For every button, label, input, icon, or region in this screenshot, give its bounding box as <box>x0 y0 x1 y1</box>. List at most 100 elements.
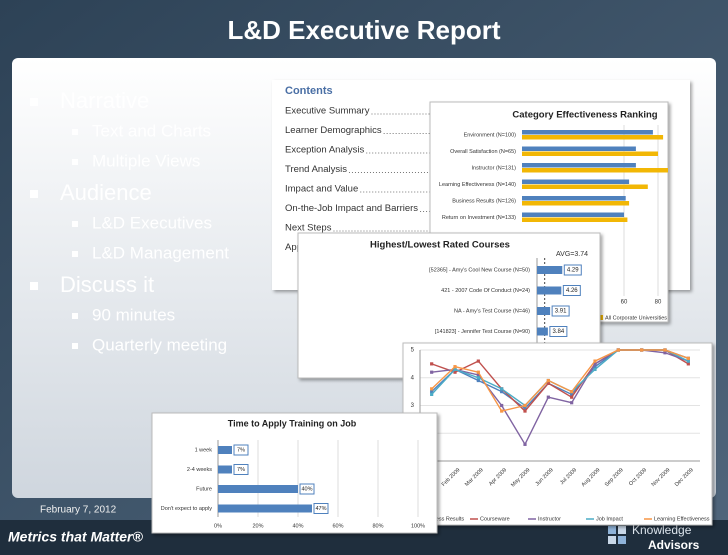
contents-item: On-the-Job Impact and Barriers <box>285 203 418 214</box>
contents-item: Trend Analysis <box>285 164 347 175</box>
point <box>593 362 597 366</box>
category-label: Don't expect to apply <box>161 506 212 512</box>
bar <box>522 168 668 173</box>
category-label: Overall Satisfaction (N=65) <box>450 149 516 155</box>
value-box <box>299 483 315 495</box>
chart-body: Time to Apply Training on Job 0% 20% 40% 60%… <box>161 418 425 529</box>
bar <box>522 179 630 184</box>
chart-title: Highest/Lowest Rated Courses <box>370 240 510 251</box>
point <box>500 403 504 408</box>
sub-bullet: Multiple Views <box>92 151 200 170</box>
x-tick-label: 40% <box>292 523 303 529</box>
category-label: Learning Effectiveness (N=140) <box>439 182 516 188</box>
bullet: Narrative <box>60 88 149 113</box>
sub-bullet-marker <box>72 159 78 165</box>
bar <box>522 201 630 206</box>
slide-title: L&D Executive Report <box>227 15 500 45</box>
sub-bullet: Quarterly meeting <box>92 335 227 354</box>
y-tick-label: 3 <box>411 403 415 409</box>
category-label: Return on Investment (N=133) <box>442 215 516 221</box>
category-label: 421 - 2007 Code Of Conduct (N=24) <box>441 288 530 294</box>
value-box <box>563 264 582 276</box>
value-label: 7% <box>237 467 245 473</box>
bar <box>522 135 664 140</box>
point <box>570 401 574 405</box>
point <box>593 367 597 372</box>
bar <box>522 217 628 222</box>
category-label: 2-4 weeks <box>187 467 212 473</box>
sub-bullet-marker <box>72 221 78 227</box>
x-tick-label: 80% <box>372 523 383 529</box>
sub-bullet-marker <box>72 251 78 257</box>
bar <box>522 130 653 135</box>
chart-background <box>151 412 438 534</box>
chart-frame: Time to Apply Training on Job 0% 20% 40% 60%… <box>151 412 438 534</box>
contents-item: App <box>285 242 302 253</box>
category-label: Instructor (N=131) <box>472 165 517 171</box>
point <box>663 348 667 352</box>
point <box>476 378 480 383</box>
bar <box>537 307 551 315</box>
point <box>686 362 690 366</box>
point <box>570 392 574 396</box>
legend-label: Learning Effectiveness <box>654 516 710 522</box>
logo-block <box>608 536 616 544</box>
contents-item: Impact and Value <box>285 184 358 195</box>
logo-block <box>608 526 616 534</box>
point <box>500 390 504 394</box>
bar <box>522 146 636 151</box>
legend-label: Business Results <box>422 516 464 522</box>
logo-block <box>618 536 626 544</box>
point <box>430 390 434 394</box>
point <box>476 373 480 377</box>
bar <box>218 504 312 513</box>
legend-label: Instructor <box>538 516 561 522</box>
bar <box>522 212 624 217</box>
bar <box>522 184 648 189</box>
bar <box>537 266 563 274</box>
point <box>593 359 597 363</box>
slide-date: February 7, 2012 <box>40 505 117 516</box>
point <box>523 442 527 446</box>
sub-bullet: L&D Executives <box>92 213 212 232</box>
value-box <box>562 285 581 296</box>
value-label: 3.91 <box>555 309 567 315</box>
category-label: [52365] - Amy's Cool New Course (N=50) <box>429 267 530 273</box>
x-tick-label: 60 <box>621 300 628 306</box>
point <box>453 367 457 372</box>
value-label: 47% <box>315 506 326 512</box>
x-tick-label: 100% <box>411 523 425 529</box>
point <box>593 365 597 369</box>
point <box>663 351 667 355</box>
chart-title: Time to Apply Training on Job <box>228 418 357 428</box>
point <box>640 348 644 352</box>
value-box <box>313 503 329 514</box>
sub-bullet-marker <box>72 343 78 349</box>
sub-bullet: Text and Charts <box>92 121 211 140</box>
x-tick-label: 0% <box>214 523 222 529</box>
logo-block <box>618 526 626 534</box>
point <box>546 395 550 399</box>
point <box>616 348 620 352</box>
footer-company: Knowledge <box>632 523 692 537</box>
chart-title: Category Effectiveness Ranking <box>512 110 657 121</box>
value-label: 4.29 <box>567 268 579 274</box>
footer-brand: Metrics that Matter® <box>8 529 143 545</box>
contents-item: Learner Demographics <box>285 125 382 136</box>
point <box>430 392 434 396</box>
logo <box>608 526 626 544</box>
sub-bullet-marker <box>72 129 78 135</box>
contents-item: Next Steps <box>285 223 332 234</box>
value-label: 4.26 <box>566 288 578 294</box>
value-box <box>549 326 568 337</box>
footer-company: Advisors <box>648 538 700 552</box>
bullet: Discuss it <box>60 272 154 297</box>
y-tick-label: 5 <box>411 348 415 354</box>
sub-bullet: 90 minutes <box>92 305 175 324</box>
bar <box>218 465 232 474</box>
bar <box>537 286 562 295</box>
category-label: 1 week <box>195 447 213 453</box>
category-label: Environment (N=100) <box>464 132 517 138</box>
